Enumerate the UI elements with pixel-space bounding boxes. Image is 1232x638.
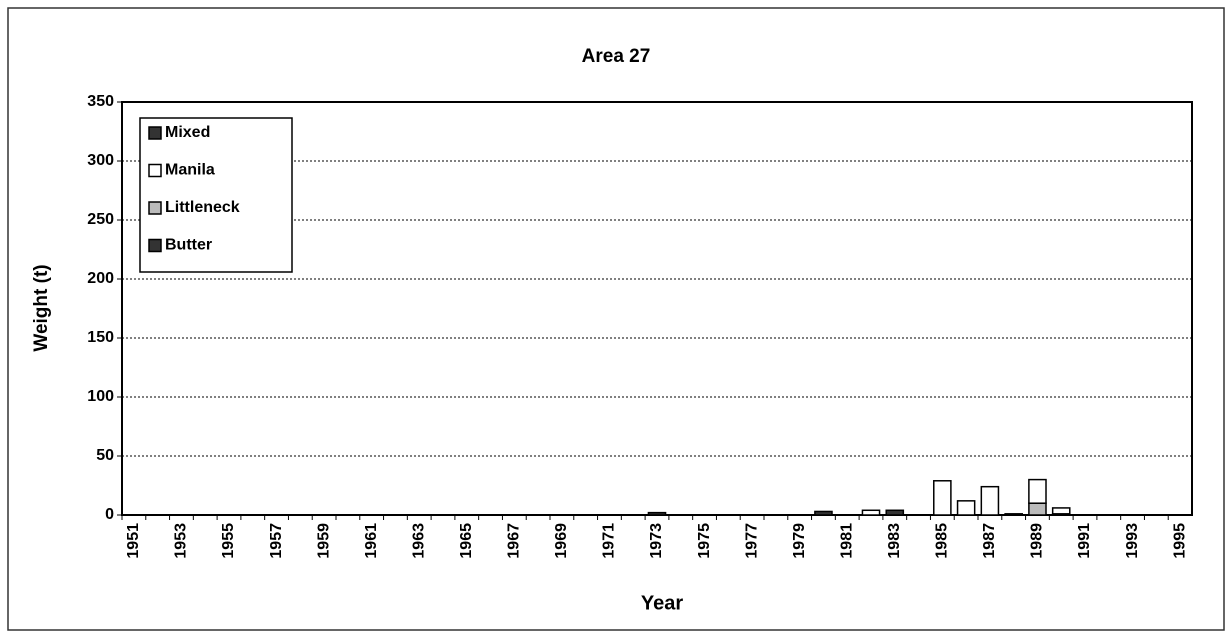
x-tick-label: 1965 [458,523,475,559]
x-tick-label: 1957 [268,523,285,559]
legend-swatch [148,201,162,215]
x-tick-label: 1969 [553,523,570,559]
x-tick-label: 1967 [506,523,523,559]
bar [956,500,976,516]
x-tick-label: 1981 [838,523,855,559]
bar [885,509,905,516]
y-tick-label: 0 [105,506,114,523]
x-tick-label: 1971 [601,523,618,559]
x-tick-label: 1977 [743,523,760,559]
y-tick-label: 50 [96,447,114,464]
y-tick-label: 100 [87,388,114,405]
bar [1028,502,1047,516]
bar [933,480,952,516]
x-tick-label: 1991 [1076,523,1093,559]
x-tick-label: 1993 [1124,523,1141,559]
legend-swatch [148,238,162,253]
x-tick-label: 1983 [886,523,903,559]
bar [1051,507,1071,515]
x-tick-label: 1985 [934,523,951,559]
x-tick-label: 1975 [696,523,713,559]
x-tick-label: 1959 [315,523,332,559]
y-tick-label: 350 [87,93,114,110]
bar [647,511,667,516]
legend-swatch [148,126,162,140]
legend-swatch [148,163,162,178]
x-tick-label: 1973 [648,523,665,559]
x-tick-label: 1951 [125,523,142,559]
bar [1004,513,1023,516]
y-tick-label: 250 [87,211,114,228]
x-tick-label: 1955 [220,523,237,559]
legend-label: Butter [165,237,212,254]
y-axis-label: Weight (t) [31,264,52,351]
x-tick-label: 1979 [791,523,808,559]
legend-label: Littleneck [165,199,240,216]
x-tick-label: 1989 [1029,523,1046,559]
x-tick-label: 1953 [173,523,190,559]
y-tick-label: 150 [87,329,114,346]
bar [861,509,881,516]
chart-title: Area 27 [582,46,651,67]
frame [7,7,1225,631]
legend-label: Manila [165,162,215,179]
legend [139,117,293,273]
x-tick-label: 1987 [981,523,998,559]
y-tick-label: 300 [87,152,114,169]
y-tick-label: 200 [87,270,114,287]
x-axis-label: Year [641,592,683,614]
x-tick-label: 1963 [410,523,427,559]
bar [1028,478,1047,504]
x-tick-label: 1995 [1171,523,1188,559]
legend-label: Mixed [165,124,210,141]
bar [814,510,833,516]
bar [980,485,1000,516]
x-tick-label: 1961 [363,523,380,559]
